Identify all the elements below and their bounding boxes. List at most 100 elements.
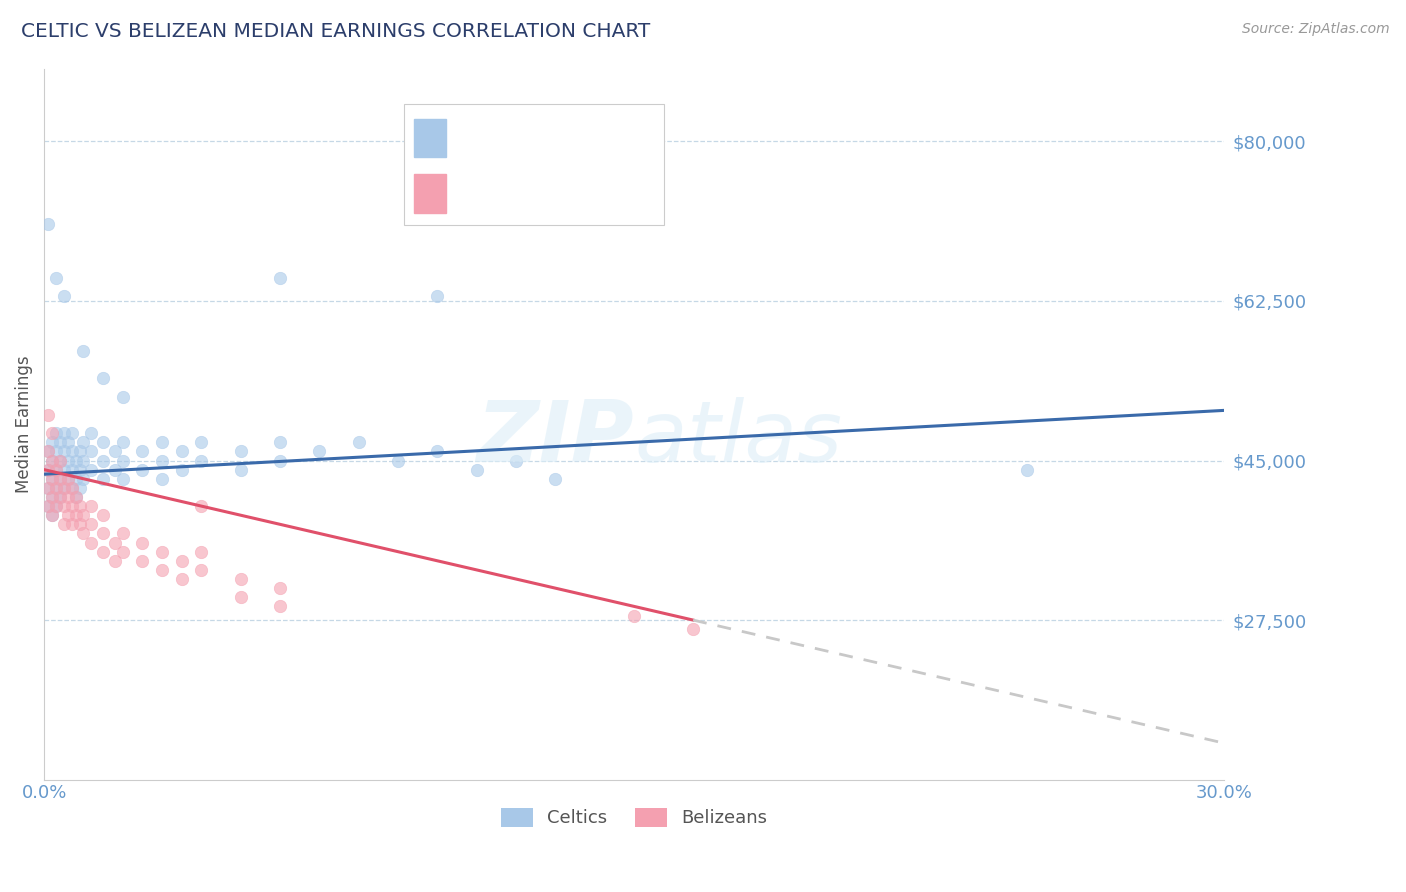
Point bbox=[37, 499, 59, 513]
Point bbox=[49, 435, 72, 450]
Point bbox=[49, 453, 72, 467]
Point bbox=[150, 563, 173, 577]
Text: atlas: atlas bbox=[634, 397, 842, 480]
Point bbox=[229, 444, 252, 458]
Point bbox=[52, 499, 75, 513]
Point bbox=[45, 481, 67, 495]
Point bbox=[49, 490, 72, 504]
Point bbox=[65, 508, 87, 523]
Point bbox=[60, 444, 83, 458]
Point bbox=[80, 517, 103, 532]
Point bbox=[91, 435, 114, 450]
Point bbox=[269, 581, 291, 595]
Point bbox=[269, 599, 291, 614]
Point bbox=[41, 453, 63, 467]
Point bbox=[60, 481, 83, 495]
Point bbox=[150, 544, 173, 558]
Point bbox=[45, 463, 67, 477]
Point bbox=[170, 554, 193, 568]
Point bbox=[150, 435, 173, 450]
Point bbox=[170, 444, 193, 458]
Point bbox=[131, 535, 153, 549]
Point bbox=[52, 481, 75, 495]
Point bbox=[37, 408, 59, 422]
Point bbox=[80, 426, 103, 441]
Point bbox=[41, 435, 63, 450]
Point bbox=[69, 517, 91, 532]
Point bbox=[65, 453, 87, 467]
Point bbox=[41, 508, 63, 523]
Point bbox=[505, 453, 527, 467]
Point bbox=[80, 499, 103, 513]
Point bbox=[37, 463, 59, 477]
Legend: Celtics, Belizeans: Celtics, Belizeans bbox=[494, 801, 775, 835]
Point bbox=[56, 472, 79, 486]
Point bbox=[190, 499, 212, 513]
Point bbox=[104, 444, 127, 458]
Point bbox=[229, 591, 252, 605]
Point bbox=[111, 544, 134, 558]
Point bbox=[49, 472, 72, 486]
Point bbox=[91, 472, 114, 486]
Point bbox=[56, 435, 79, 450]
Point bbox=[52, 444, 75, 458]
Point bbox=[45, 444, 67, 458]
Point bbox=[91, 508, 114, 523]
Point bbox=[170, 572, 193, 586]
Point bbox=[37, 481, 59, 495]
Point bbox=[60, 463, 83, 477]
Point bbox=[45, 463, 67, 477]
Point bbox=[37, 444, 59, 458]
Point bbox=[111, 390, 134, 404]
Point bbox=[426, 444, 449, 458]
Point bbox=[465, 463, 488, 477]
Point bbox=[41, 472, 63, 486]
Point bbox=[150, 472, 173, 486]
Point bbox=[45, 499, 67, 513]
Point bbox=[229, 463, 252, 477]
Point bbox=[37, 217, 59, 231]
Text: Source: ZipAtlas.com: Source: ZipAtlas.com bbox=[1241, 22, 1389, 37]
Point bbox=[111, 472, 134, 486]
Point bbox=[45, 499, 67, 513]
Point bbox=[41, 426, 63, 441]
Point bbox=[65, 490, 87, 504]
Point bbox=[544, 472, 567, 486]
Point bbox=[37, 444, 59, 458]
Point bbox=[170, 463, 193, 477]
Point bbox=[131, 444, 153, 458]
Point bbox=[111, 526, 134, 541]
Y-axis label: Median Earnings: Median Earnings bbox=[15, 355, 32, 493]
Point bbox=[69, 444, 91, 458]
Point bbox=[91, 453, 114, 467]
Point bbox=[104, 535, 127, 549]
Point bbox=[52, 517, 75, 532]
Point bbox=[56, 472, 79, 486]
Point bbox=[131, 463, 153, 477]
Point bbox=[347, 435, 370, 450]
Point bbox=[72, 526, 94, 541]
Point bbox=[623, 608, 645, 623]
Point bbox=[111, 453, 134, 467]
Point bbox=[72, 344, 94, 359]
Point bbox=[69, 481, 91, 495]
Point bbox=[52, 289, 75, 303]
Point bbox=[45, 271, 67, 285]
Point bbox=[41, 508, 63, 523]
Point bbox=[49, 490, 72, 504]
Point bbox=[45, 481, 67, 495]
Point bbox=[60, 517, 83, 532]
Point bbox=[49, 472, 72, 486]
Point bbox=[190, 544, 212, 558]
Point bbox=[269, 453, 291, 467]
Point bbox=[190, 563, 212, 577]
Point bbox=[56, 508, 79, 523]
Text: CELTIC VS BELIZEAN MEDIAN EARNINGS CORRELATION CHART: CELTIC VS BELIZEAN MEDIAN EARNINGS CORRE… bbox=[21, 22, 651, 41]
Point bbox=[65, 490, 87, 504]
Point bbox=[111, 435, 134, 450]
Point bbox=[80, 463, 103, 477]
Point bbox=[104, 554, 127, 568]
Point bbox=[72, 453, 94, 467]
Point bbox=[80, 444, 103, 458]
Point bbox=[69, 499, 91, 513]
